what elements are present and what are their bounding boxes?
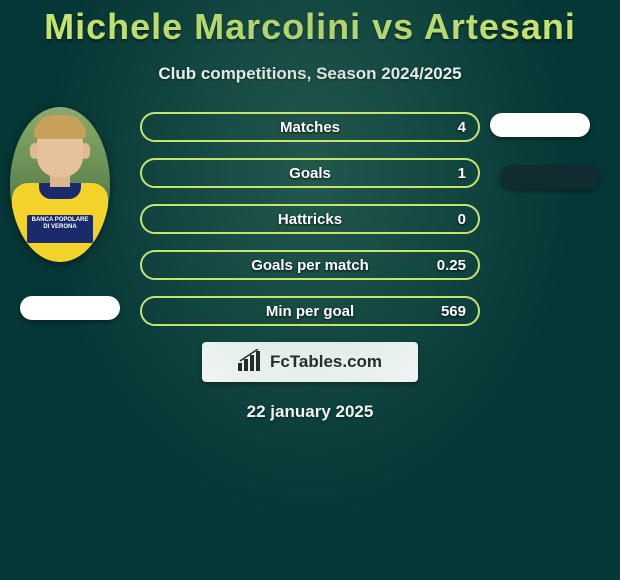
date-text: 22 january 2025 (0, 402, 620, 422)
stat-value: 4 (458, 119, 466, 136)
player-avatar: BANCA POPOLARE DI VERONA (10, 107, 110, 262)
stat-label: Goals per match (142, 257, 478, 274)
stat-bar: Min per goal569 (140, 296, 480, 326)
right-pill (490, 113, 590, 137)
stat-label: Goals (142, 165, 478, 182)
brand-text: FcTables.com (270, 352, 382, 372)
stat-bar: Goals1 (140, 158, 480, 188)
brand-chart-icon (238, 349, 264, 376)
right-pill (500, 165, 600, 189)
stage: BANCA POPOLARE DI VERONA Matches4 Goals1 H… (0, 112, 620, 326)
page-title: Michele Marcolini vs Artesani (0, 0, 620, 48)
stat-label: Matches (142, 119, 478, 136)
jersey-sponsor: BANCA POPOLARE DI VERONA (27, 215, 93, 243)
stat-bar: Matches4 (140, 112, 480, 142)
stat-label: Hattricks (142, 211, 478, 228)
stat-value: 0.25 (437, 257, 466, 274)
stat-bar: Goals per match0.25 (140, 250, 480, 280)
brand-card: FcTables.com (202, 342, 418, 382)
stat-value: 569 (441, 303, 466, 320)
stat-bars: Matches4Goals1Hattricks0Goals per match0… (140, 112, 480, 326)
stat-value: 1 (458, 165, 466, 182)
stat-bar: Hattricks0 (140, 204, 480, 234)
stat-value: 0 (458, 211, 466, 228)
left-pill (20, 296, 120, 320)
stat-label: Min per goal (142, 303, 478, 320)
subtitle: Club competitions, Season 2024/2025 (0, 64, 620, 84)
